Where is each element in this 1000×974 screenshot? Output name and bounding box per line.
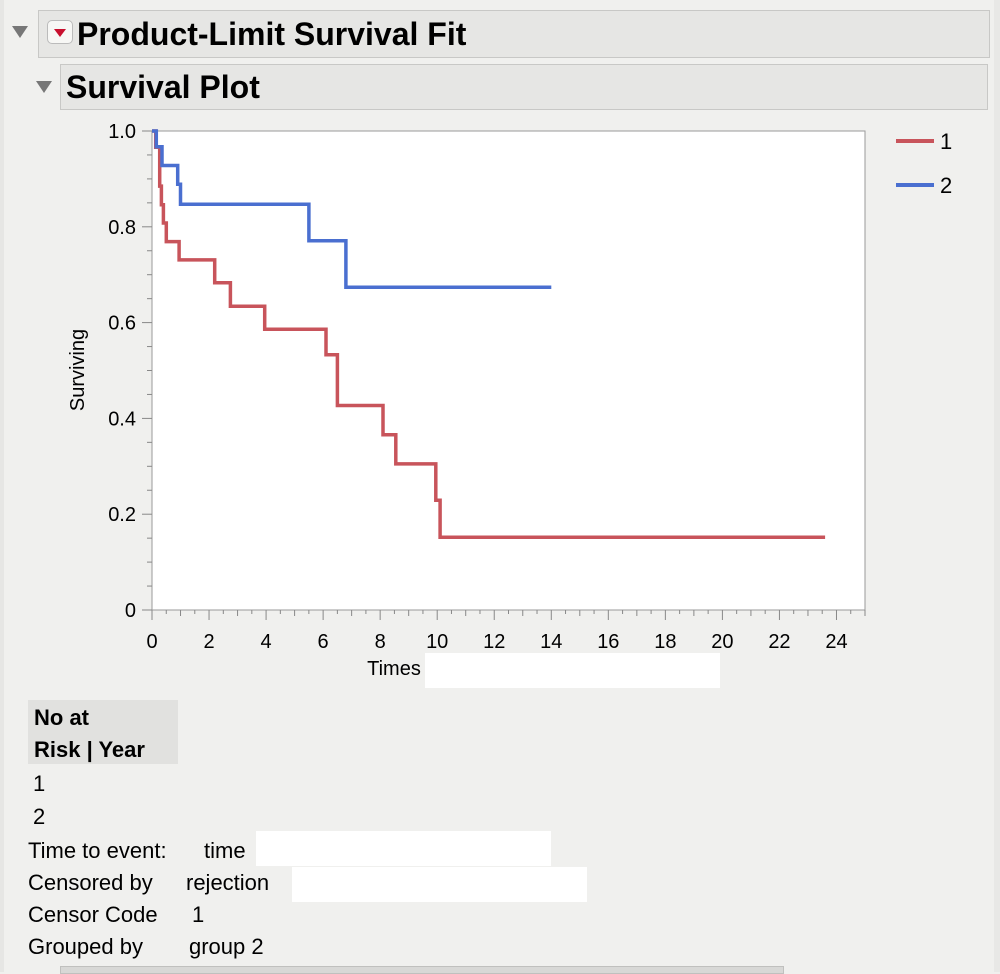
legend-label-2: 2 — [940, 173, 952, 198]
y-tick-label: 0 — [125, 600, 136, 622]
x-tick-label: 10 — [426, 631, 448, 653]
right-window-edge — [994, 0, 1000, 972]
x-tick-label: 4 — [261, 631, 272, 653]
censor-code-label: Censor Code — [28, 902, 158, 927]
censor-code-value: 1 — [192, 902, 205, 927]
plot-area — [151, 130, 866, 611]
next-outline-edge — [60, 966, 784, 974]
red-triangle-menu-icon[interactable] — [47, 20, 73, 44]
risk-group-1: 1 — [33, 771, 46, 796]
risk-header-line1: No at — [34, 705, 89, 730]
series-line-1 — [152, 129, 826, 539]
plot-title: Survival Plot — [66, 69, 260, 105]
x-tick-label: 16 — [597, 631, 619, 653]
collapse-plot-icon[interactable] — [36, 81, 52, 93]
time-to-event-value: time — [204, 838, 246, 863]
left-window-edge — [0, 0, 4, 972]
grouped-by-value: group 2 — [189, 934, 264, 959]
report-title: Product-Limit Survival Fit — [77, 16, 467, 52]
x-tick-label: 2 — [203, 631, 214, 653]
series-line-2 — [152, 129, 552, 289]
y-tick-label: 0.4 — [108, 408, 136, 430]
redacted-region — [425, 653, 720, 688]
x-tick-label: 20 — [711, 631, 733, 653]
grouped-by-label: Grouped by — [28, 934, 143, 959]
legend-label-1: 1 — [940, 129, 952, 154]
x-tick-label: 8 — [375, 631, 386, 653]
x-tick-label: 18 — [654, 631, 676, 653]
redacted-region — [256, 831, 551, 866]
censored-by-value: rejection — [186, 870, 270, 895]
x-tick-label: 14 — [540, 631, 562, 653]
time-to-event-label: Time to event: — [28, 838, 167, 863]
plot-header: Survival Plot — [60, 64, 988, 110]
y-tick-label: 0.6 — [108, 313, 136, 335]
censored-by-label: Censored by — [28, 870, 153, 895]
x-tick-label: 12 — [483, 631, 505, 653]
risk-header-line2: Risk | Year — [34, 737, 145, 762]
risk-table-header: No at Risk | Year — [28, 700, 178, 764]
x-tick-label: 22 — [768, 631, 790, 653]
risk-group-2: 2 — [33, 804, 46, 829]
collapse-report-icon[interactable] — [12, 26, 28, 38]
report-header: Product-Limit Survival Fit — [38, 10, 990, 58]
y-axis-label: Surviving — [67, 329, 89, 411]
y-tick-label: 1.0 — [108, 121, 136, 143]
y-tick-label: 0.2 — [108, 504, 136, 526]
x-tick-label: 6 — [318, 631, 329, 653]
x-tick-label: 0 — [146, 631, 157, 653]
x-axis-label: Times — [367, 658, 421, 680]
x-tick-label: 24 — [825, 631, 847, 653]
y-tick-label: 0.8 — [108, 217, 136, 239]
redacted-region — [292, 867, 587, 902]
